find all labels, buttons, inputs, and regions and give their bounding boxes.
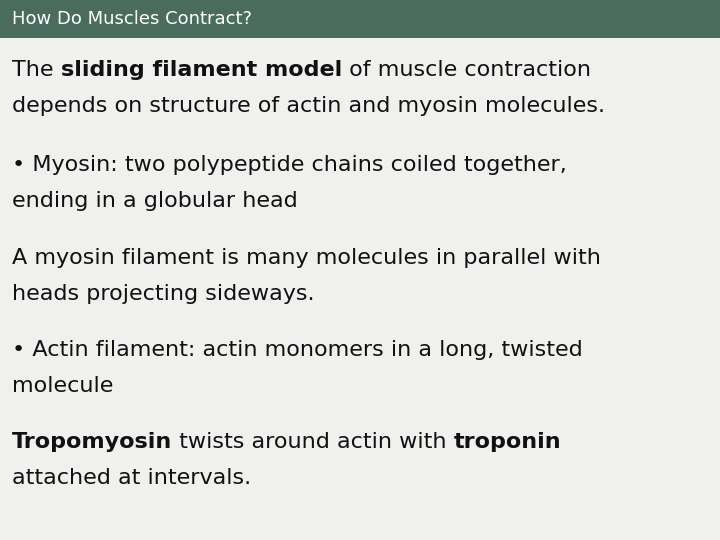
Text: The: The: [12, 60, 60, 80]
Text: How Do Muscles Contract?: How Do Muscles Contract?: [12, 10, 252, 28]
Text: attached at intervals.: attached at intervals.: [12, 468, 251, 488]
Bar: [0, 0, 720, 38]
Text: • Actin filament: actin monomers in a long, twisted: • Actin filament: actin monomers in a lo…: [12, 340, 582, 360]
Text: of muscle contraction: of muscle contraction: [342, 60, 591, 80]
Text: molecule: molecule: [12, 376, 113, 396]
Text: troponin: troponin: [454, 432, 562, 452]
Text: sliding filament model: sliding filament model: [60, 60, 342, 80]
Text: ending in a globular head: ending in a globular head: [12, 191, 298, 211]
Text: heads projecting sideways.: heads projecting sideways.: [12, 284, 315, 304]
Text: A myosin filament is many molecules in parallel with: A myosin filament is many molecules in p…: [12, 248, 601, 268]
Text: twists around actin with: twists around actin with: [172, 432, 454, 452]
Text: • Myosin: two polypeptide chains coiled together,: • Myosin: two polypeptide chains coiled …: [12, 155, 567, 175]
Text: depends on structure of actin and myosin molecules.: depends on structure of actin and myosin…: [12, 96, 605, 116]
Text: Tropomyosin: Tropomyosin: [12, 432, 172, 452]
